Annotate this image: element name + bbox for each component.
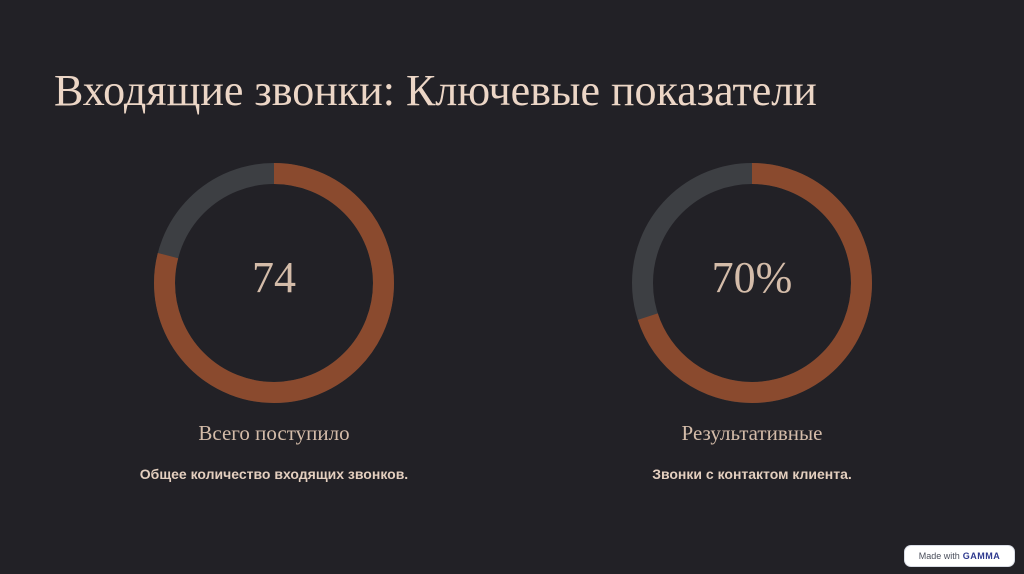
progress-ring-total: 74 [153,162,395,404]
made-with-gamma-badge[interactable]: Made with GAMMA [905,546,1014,566]
badge-prefix: Made with [918,551,960,561]
stat-description: Общее количество входящих звонков. [139,466,409,482]
stat-label: Результативные [681,421,823,445]
stat-description: Звонки с контактом клиента. [652,466,852,482]
progress-ring-graphic [632,163,872,403]
progress-ring-graphic [154,163,394,403]
gamma-logo: GAMMA [962,551,1001,561]
stat-value: 74 [252,253,296,302]
stat-total-calls: 74 Всего поступило Общее количество вход… [84,162,464,485]
ring-fill [632,163,872,403]
stat-value: 70% [711,253,793,302]
stat-label: Всего поступило [198,421,350,445]
stat-successful-calls: 70% Результативные Звонки с контактом кл… [562,162,942,485]
ring-fill [154,163,394,403]
progress-ring-successful: 70% [631,162,873,404]
page-title: Входящие звонки: Ключевые показатели [54,66,817,115]
